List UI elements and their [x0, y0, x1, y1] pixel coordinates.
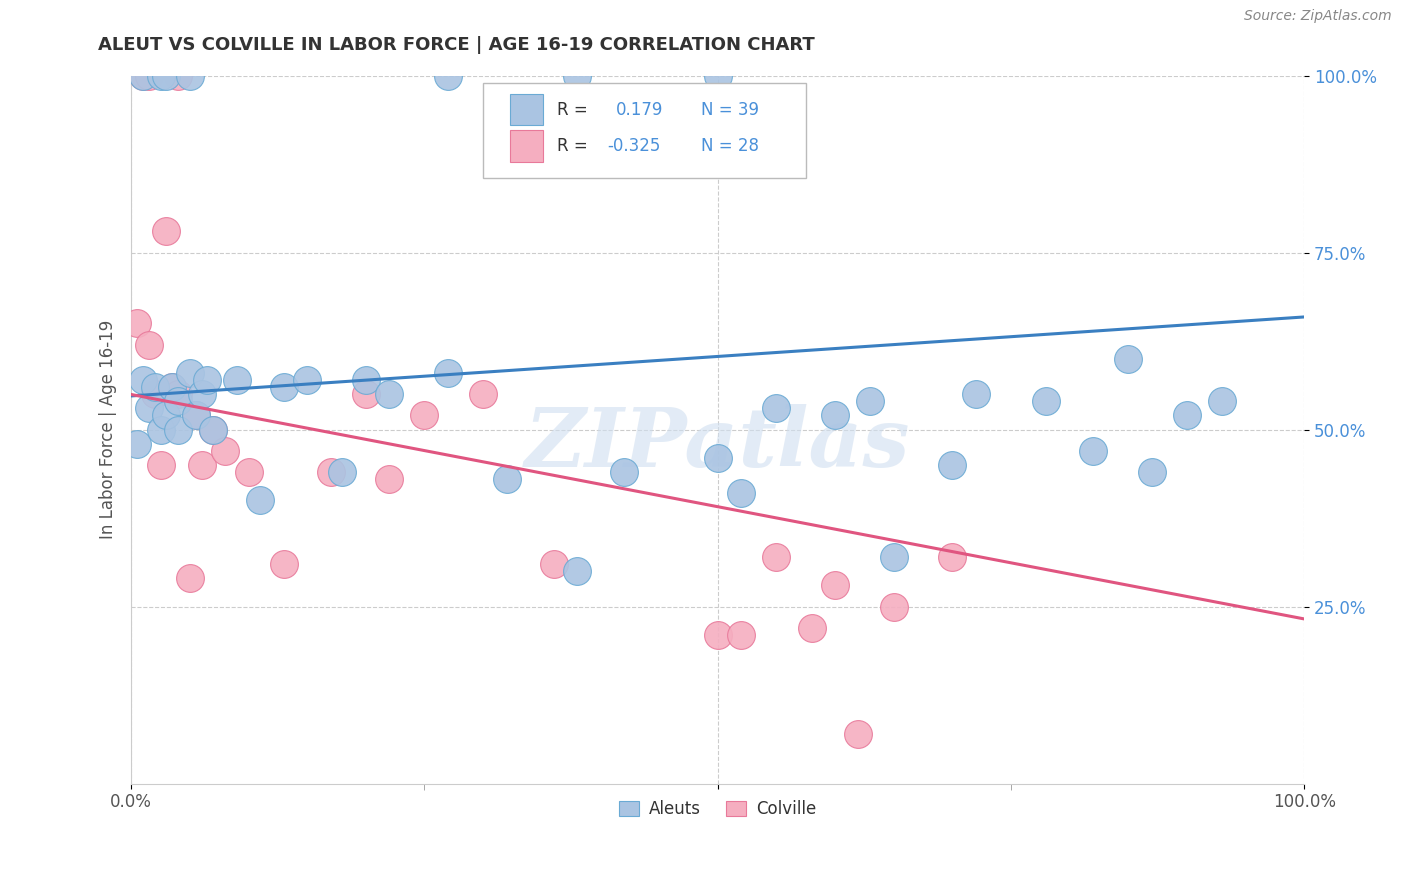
Point	[155, 69, 177, 83]
Point	[1081, 443, 1104, 458]
Point	[225, 373, 247, 387]
Point	[354, 387, 377, 401]
Point	[332, 465, 354, 479]
Point	[167, 394, 190, 409]
Point	[149, 69, 172, 83]
Point	[319, 465, 342, 479]
Point	[143, 380, 166, 394]
Point	[155, 224, 177, 238]
Point	[730, 628, 752, 642]
Point	[543, 557, 565, 571]
Point	[179, 366, 201, 380]
Point	[730, 486, 752, 500]
Point	[378, 387, 401, 401]
Point	[354, 373, 377, 387]
Point	[295, 373, 318, 387]
Text: Source: ZipAtlas.com: Source: ZipAtlas.com	[1244, 9, 1392, 23]
Point	[249, 493, 271, 508]
Point	[197, 373, 219, 387]
Point	[179, 69, 201, 83]
Point	[132, 69, 155, 83]
Point	[765, 401, 787, 416]
Point	[190, 387, 212, 401]
Point	[800, 621, 823, 635]
Point	[1175, 409, 1198, 423]
Point	[202, 423, 225, 437]
Point	[413, 409, 436, 423]
Point	[848, 727, 870, 741]
Point	[883, 599, 905, 614]
Point	[162, 380, 184, 394]
Point	[155, 409, 177, 423]
Text: 0.179: 0.179	[616, 101, 664, 119]
Point	[138, 337, 160, 351]
Point	[565, 69, 588, 83]
Point	[273, 557, 295, 571]
Point	[824, 409, 846, 423]
Point	[143, 387, 166, 401]
Point	[824, 578, 846, 592]
Text: R =: R =	[557, 137, 588, 155]
Point	[179, 571, 201, 585]
Point	[941, 458, 963, 472]
Point	[184, 409, 207, 423]
Point	[613, 465, 636, 479]
Point	[162, 380, 184, 394]
Point	[941, 550, 963, 565]
Legend: Aleuts, Colville: Aleuts, Colville	[613, 794, 823, 825]
Point	[1035, 394, 1057, 409]
Point	[765, 550, 787, 565]
Point	[437, 69, 460, 83]
Point	[184, 409, 207, 423]
Point	[706, 450, 728, 465]
Point	[214, 443, 236, 458]
Point	[138, 69, 160, 83]
Text: -0.325: -0.325	[607, 137, 661, 155]
Point	[167, 69, 190, 83]
Point	[965, 387, 987, 401]
Point	[132, 69, 155, 83]
Point	[127, 317, 149, 331]
Point	[706, 69, 728, 83]
Point	[238, 465, 260, 479]
Point	[190, 458, 212, 472]
Point	[565, 564, 588, 578]
Point	[1211, 394, 1233, 409]
Point	[167, 423, 190, 437]
Text: R =: R =	[557, 101, 588, 119]
FancyBboxPatch shape	[484, 83, 806, 178]
Point	[883, 550, 905, 565]
Point	[127, 437, 149, 451]
Point	[378, 472, 401, 486]
Point	[1116, 351, 1139, 366]
Point	[167, 387, 190, 401]
Point	[138, 401, 160, 416]
Text: N = 39: N = 39	[702, 101, 759, 119]
Bar	[510, 94, 543, 126]
Point	[706, 628, 728, 642]
Point	[859, 394, 882, 409]
Text: N = 28: N = 28	[702, 137, 759, 155]
Point	[149, 458, 172, 472]
Text: ZIPatlas: ZIPatlas	[524, 404, 911, 483]
Point	[132, 373, 155, 387]
Point	[495, 472, 517, 486]
Point	[437, 366, 460, 380]
Point	[273, 380, 295, 394]
Point	[1140, 465, 1163, 479]
Bar	[510, 130, 543, 162]
Point	[472, 387, 495, 401]
Point	[149, 423, 172, 437]
Y-axis label: In Labor Force | Age 16-19: In Labor Force | Age 16-19	[100, 320, 117, 540]
Point	[202, 423, 225, 437]
Text: ALEUT VS COLVILLE IN LABOR FORCE | AGE 16-19 CORRELATION CHART: ALEUT VS COLVILLE IN LABOR FORCE | AGE 1…	[98, 36, 815, 54]
